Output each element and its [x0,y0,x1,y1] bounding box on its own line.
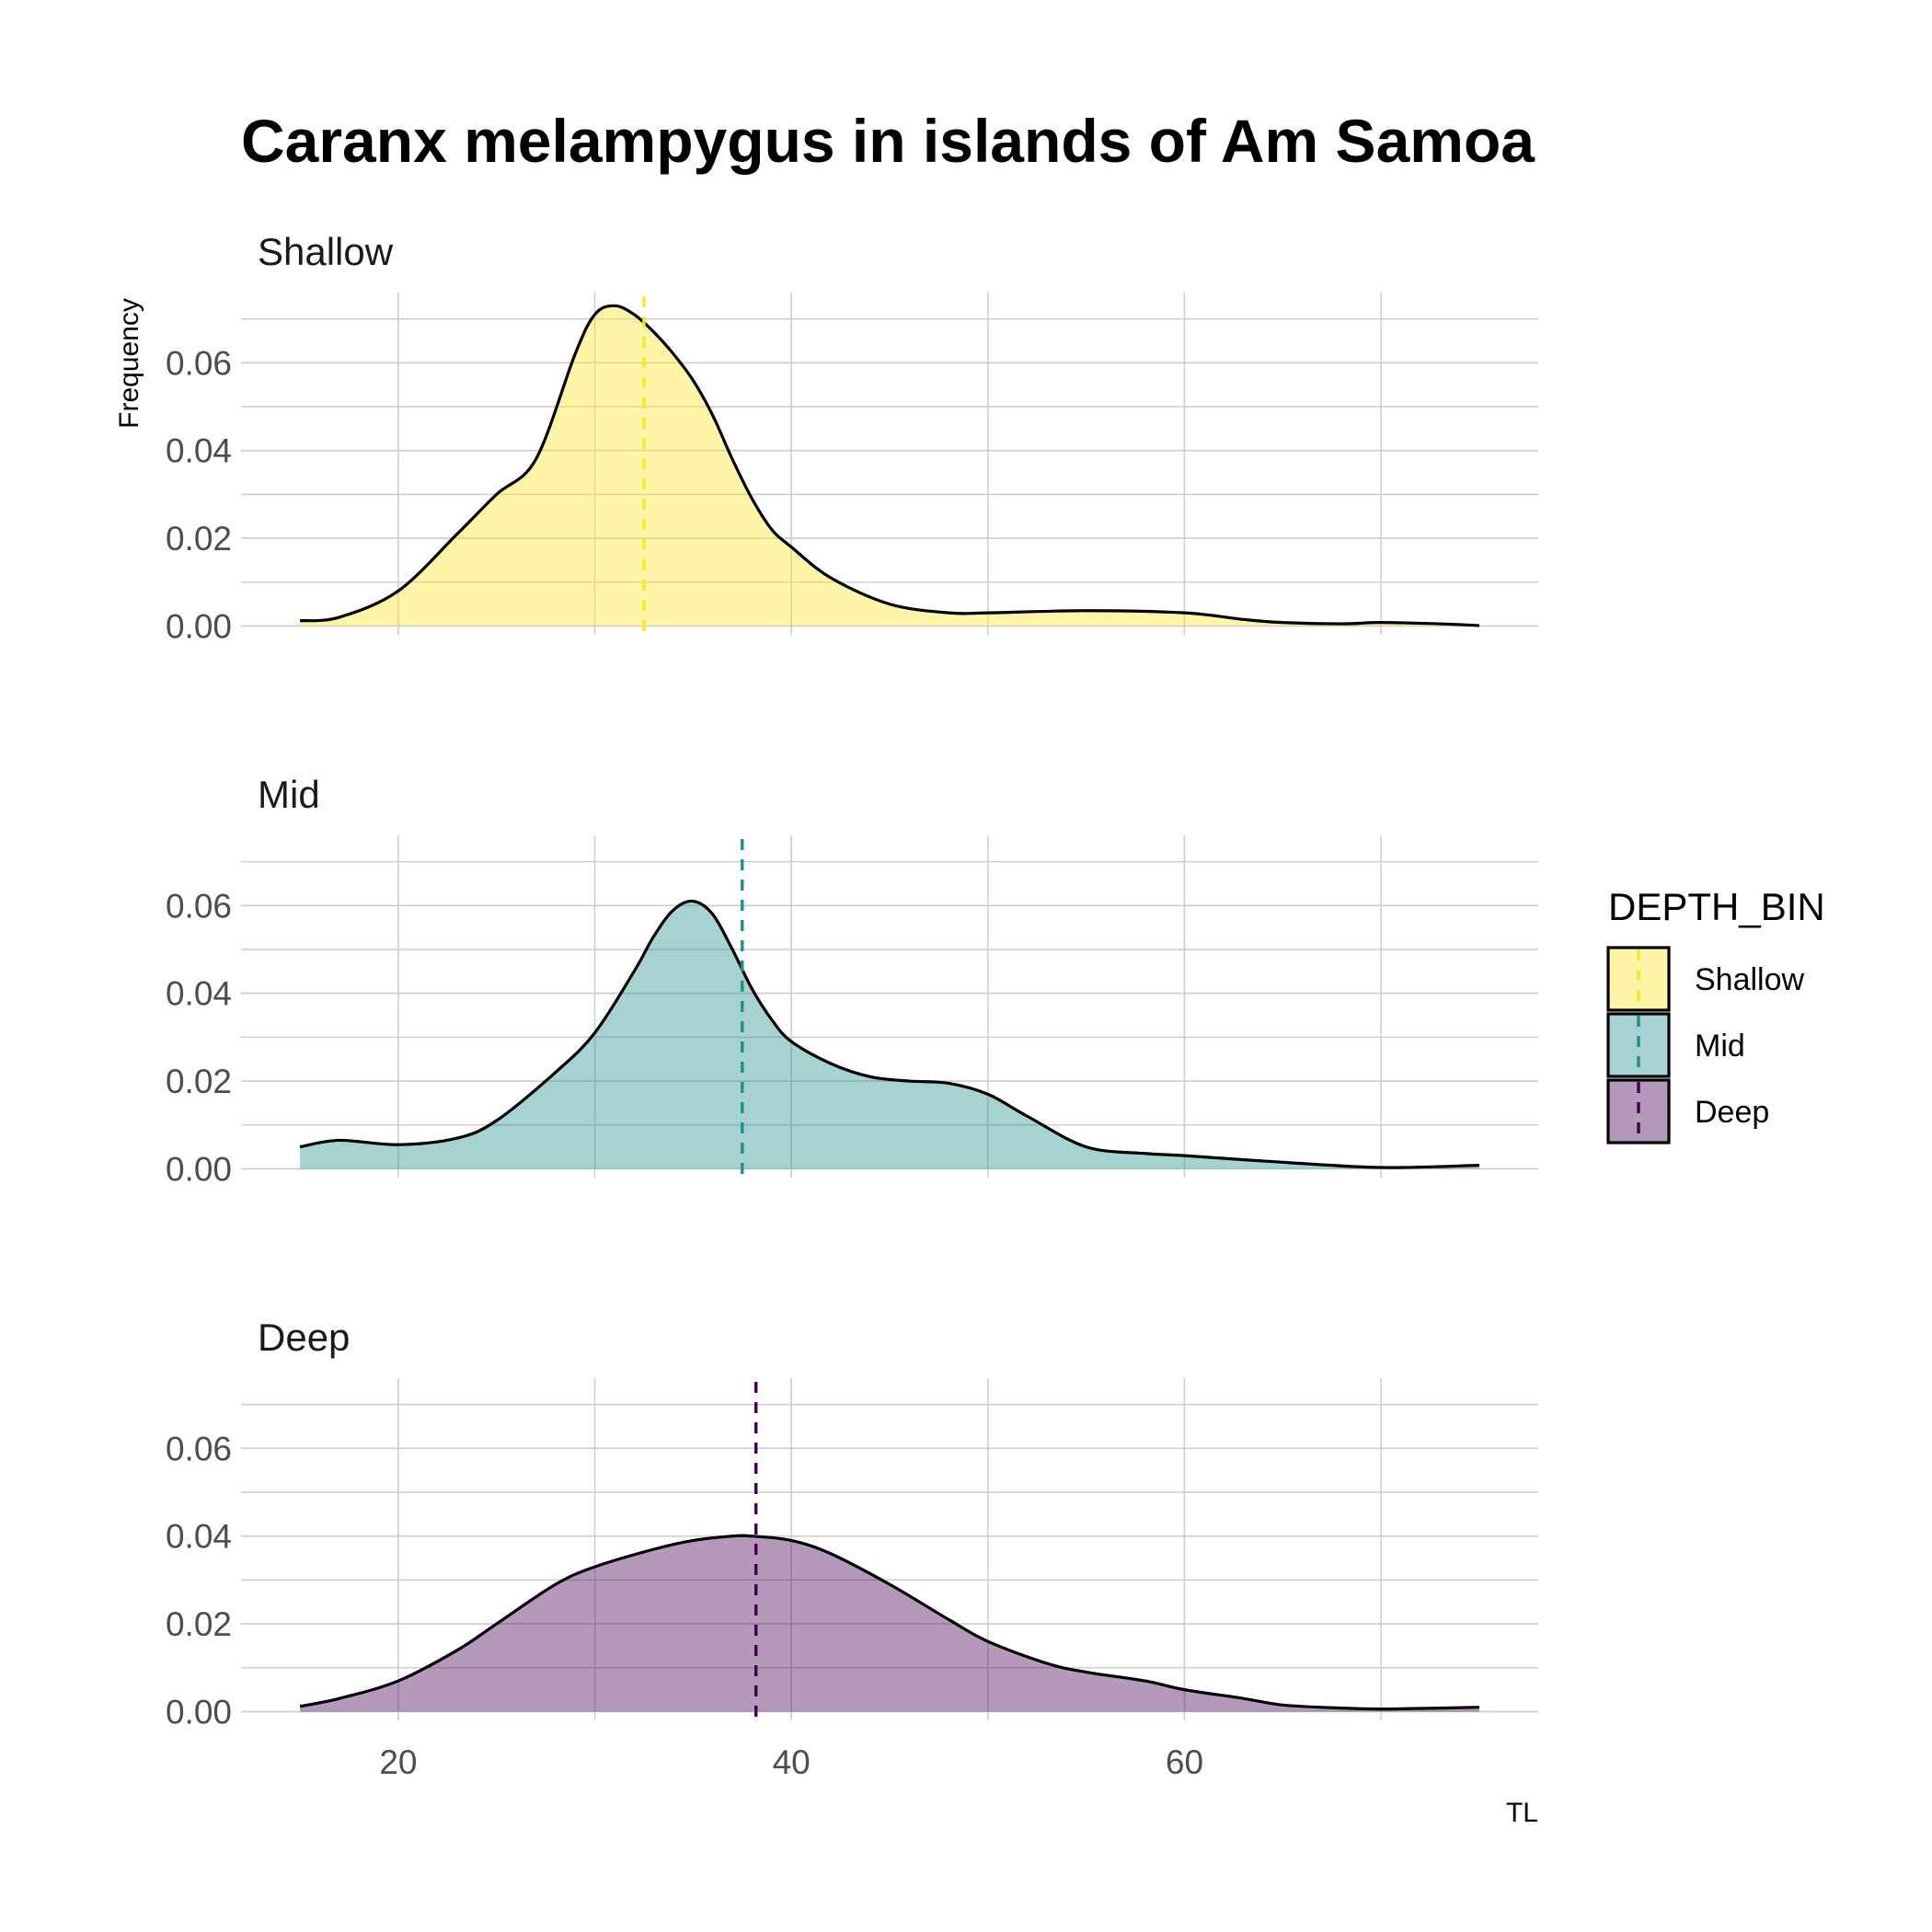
legend-label: Shallow [1695,962,1805,997]
y-tick-label: 0.06 [166,887,232,925]
legend-key-deep: Deep [1606,1078,1769,1144]
y-tick-label: 0.02 [166,520,232,558]
legend-title: DEPTH_BIN [1608,885,1825,928]
legend: DEPTH_BIN Shallow Mid Deep [1606,885,1825,1144]
density-line-mid [299,899,1479,1169]
panels: Shallow 0.00 0.02 0.04 0.06 Mid 0.00 0.02 0.04 0.… [166,230,1538,1781]
legend-keys: Shallow Mid Deep [1606,946,1805,1144]
density-area-mid [300,901,1479,1169]
density-line-deep [299,1534,1479,1711]
panel-mid: Mid 0.00 0.02 0.04 0.06 [166,773,1538,1188]
panel-label-mid: Mid [258,773,320,816]
y-tick-label: 0.00 [166,1150,232,1188]
panel-label-shallow: Shallow [258,230,394,273]
panel-label-deep: Deep [258,1316,350,1359]
legend-key-mid: Mid [1606,1012,1745,1078]
x-axis-title: TL [1506,1798,1538,1828]
density-area-shallow [300,305,1479,627]
panel-shallow: Shallow 0.00 0.02 0.04 0.06 [166,230,1538,645]
x-tick-label: 60 [1166,1743,1203,1781]
y-tick-label: 0.04 [166,1518,232,1556]
y-axis-title: Frequency [114,298,144,429]
y-tick-label: 0.06 [166,1430,232,1467]
panel-deep: Deep 0.00 0.02 0.04 0.06 20 40 60 [166,1316,1538,1781]
legend-label: Mid [1695,1029,1745,1064]
x-tick-label: 20 [379,1743,417,1781]
y-tick-label: 0.00 [166,607,232,645]
legend-label: Deep [1695,1095,1769,1130]
y-tick-label: 0.02 [166,1605,232,1643]
y-tick-label: 0.06 [166,344,232,382]
chart-title: Caranx melampygus in islands of Am Samoa [241,107,1535,175]
y-tick-label: 0.00 [166,1693,232,1731]
y-tick-label: 0.04 [166,975,232,1013]
y-tick-label: 0.04 [166,432,232,470]
density-area-deep [300,1535,1479,1712]
legend-key-shallow: Shallow [1606,946,1805,1012]
x-tick-label: 40 [773,1743,811,1781]
density-line-shallow [299,304,1479,627]
y-tick-label: 0.02 [166,1063,232,1100]
